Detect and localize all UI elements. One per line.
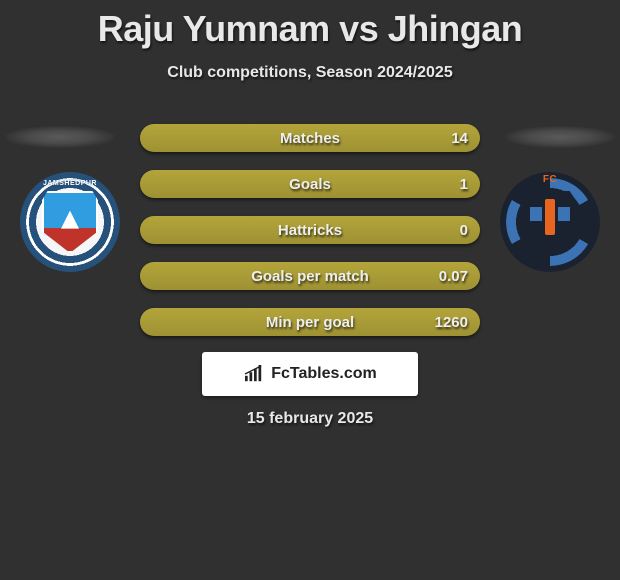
stat-value-right: 0.07 bbox=[439, 262, 468, 290]
stat-row: Hattricks 0 bbox=[140, 216, 480, 244]
team-badge-left-text: JAMSHEDPUR bbox=[20, 180, 120, 187]
shadow-right bbox=[505, 126, 615, 148]
bar-chart-icon bbox=[243, 365, 265, 383]
stat-value-right: 0 bbox=[460, 216, 468, 244]
site-logo: FcTables.com bbox=[202, 352, 418, 396]
stat-row: Matches 14 bbox=[140, 124, 480, 152]
stat-label: Hattricks bbox=[278, 222, 342, 239]
stat-value-right: 14 bbox=[451, 124, 468, 152]
stat-row: Min per goal 1260 bbox=[140, 308, 480, 336]
shadow-left bbox=[5, 126, 115, 148]
stat-label: Min per goal bbox=[266, 314, 354, 331]
stats-bars: Matches 14 Goals 1 Hattricks 0 Goals per match… bbox=[140, 124, 480, 354]
team-badge-left: JAMSHEDPUR bbox=[20, 172, 120, 272]
stat-row: Goals 1 bbox=[140, 170, 480, 198]
stat-label: Matches bbox=[280, 130, 340, 147]
stat-label: Goals per match bbox=[251, 268, 369, 285]
stat-row: Goals per match 0.07 bbox=[140, 262, 480, 290]
site-logo-text: FcTables.com bbox=[271, 365, 377, 383]
team-badge-right-text: FC bbox=[500, 172, 600, 185]
stat-value-right: 1 bbox=[460, 170, 468, 198]
date-label: 15 february 2025 bbox=[0, 410, 620, 428]
stat-label: Goals bbox=[289, 176, 331, 193]
shield-icon bbox=[42, 191, 98, 253]
page-subtitle: Club competitions, Season 2024/2025 bbox=[0, 64, 620, 82]
stat-value-right: 1260 bbox=[435, 308, 468, 336]
team-badge-right: FC bbox=[500, 172, 600, 272]
page-title: Raju Yumnam vs Jhingan bbox=[0, 0, 620, 50]
mascot-icon bbox=[522, 191, 578, 253]
